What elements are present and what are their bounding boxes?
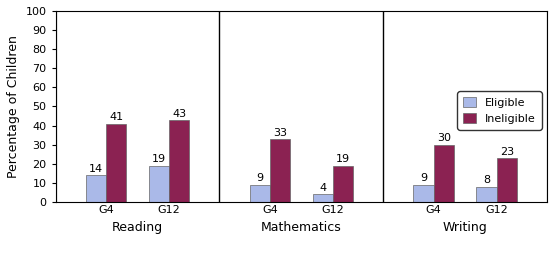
Bar [496, 158, 517, 202]
Bar [413, 185, 434, 202]
Text: 9: 9 [256, 174, 263, 183]
Text: Mathematics: Mathematics [261, 221, 342, 234]
Text: 30: 30 [437, 133, 451, 143]
Legend: Eligible, Ineligible: Eligible, Ineligible [458, 91, 541, 130]
Bar [333, 166, 353, 202]
Bar [250, 185, 270, 202]
Text: 41: 41 [109, 112, 123, 122]
Bar [106, 124, 126, 202]
Text: 4: 4 [319, 183, 326, 193]
Text: 8: 8 [483, 175, 490, 185]
Y-axis label: Percentage of Children: Percentage of Children [7, 35, 20, 178]
Bar [312, 194, 333, 202]
Text: 19: 19 [152, 154, 166, 164]
Text: 9: 9 [420, 174, 427, 183]
Text: 33: 33 [273, 128, 287, 138]
Bar [476, 187, 496, 202]
Bar [270, 139, 290, 202]
Bar [434, 145, 454, 202]
Bar [169, 120, 189, 202]
Text: Writing: Writing [443, 221, 488, 234]
Text: Reading: Reading [112, 221, 163, 234]
Text: 19: 19 [336, 154, 350, 164]
Bar [149, 166, 169, 202]
Text: 14: 14 [89, 164, 103, 174]
Text: 43: 43 [172, 109, 186, 119]
Bar [86, 175, 106, 202]
Text: 23: 23 [500, 147, 514, 157]
